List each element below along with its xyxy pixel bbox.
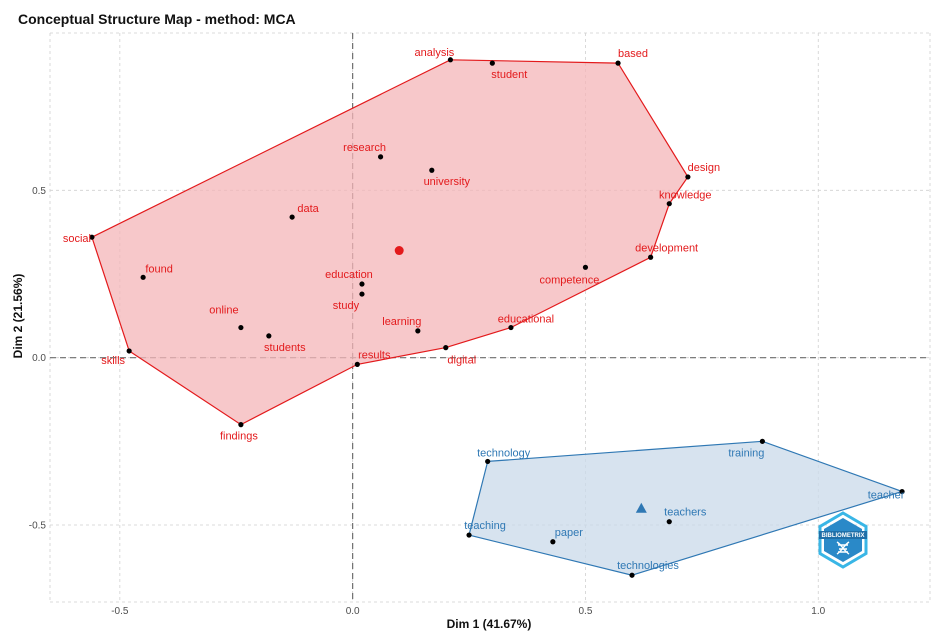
point-study (359, 291, 365, 297)
x-tick-label: -0.5 (111, 606, 129, 617)
point-paper (550, 539, 556, 545)
label-educational: educational (498, 314, 554, 326)
point-development (648, 254, 654, 260)
y-tick-label: 0.5 (32, 186, 46, 197)
label-education: education (325, 269, 373, 281)
label-technology: technology (477, 447, 531, 459)
x-tick-label: 0.0 (346, 606, 360, 617)
label-results: results (358, 349, 391, 361)
point-education (359, 281, 365, 287)
label-competence: competence (539, 274, 599, 286)
point-data (289, 214, 295, 220)
point-analysis (447, 57, 454, 63)
point-teacher (899, 488, 905, 495)
label-teacher: teacher (868, 490, 905, 502)
point-results (354, 361, 360, 367)
label-based: based (618, 48, 648, 60)
logo-hexagon-inner (824, 518, 862, 562)
x-axis-title: Dim 1 (41.67%) (447, 617, 532, 631)
label-technologies: technologies (617, 560, 679, 572)
point-social (89, 234, 95, 240)
data-points (89, 57, 905, 578)
label-study: study (333, 300, 360, 312)
point-labels: analysis student based research university de… (63, 47, 905, 572)
x-tick-label: 0.5 (578, 606, 592, 617)
y-tick-label: -0.5 (29, 521, 47, 532)
point-based (615, 60, 621, 66)
label-design: design (688, 162, 720, 174)
point-findings (238, 422, 244, 428)
point-training (759, 438, 765, 444)
logo-banner (819, 531, 867, 539)
label-students: students (264, 342, 306, 354)
cluster-1-centroid (394, 246, 404, 256)
logo-text: BIBLIOMETRIX (822, 533, 865, 539)
bibliometrix-logo: BIBLIOMETRIX (818, 511, 868, 569)
point-found (140, 274, 146, 280)
label-found: found (145, 263, 173, 275)
label-digital: digital (447, 355, 476, 367)
label-teachers: teachers (664, 507, 707, 519)
point-teaching (466, 532, 472, 538)
x-tick-label: 1.0 (811, 606, 825, 617)
label-online: online (209, 305, 238, 317)
point-educational (508, 324, 514, 331)
y-tick-label: 0.0 (32, 353, 46, 364)
point-teachers (666, 519, 672, 525)
label-research: research (343, 142, 386, 154)
cluster-2-centroid (635, 502, 647, 513)
point-student (489, 60, 495, 66)
point-research (377, 154, 384, 160)
cluster-centroids (394, 246, 647, 513)
chart-title: Conceptual Structure Map - method: MCA (18, 11, 296, 27)
label-data: data (297, 203, 319, 215)
label-knowledge: knowledge (659, 190, 712, 202)
point-competence (582, 264, 589, 270)
label-teaching: teaching (464, 520, 506, 532)
cluster-1-hull (91, 59, 689, 426)
label-training: training (728, 447, 764, 459)
point-design (685, 174, 691, 180)
axis-ticks: -0.5 0.0 0.5 1.0 -0.5 0.0 0.5 (29, 186, 826, 617)
logo-helix-icon (836, 541, 850, 555)
point-knowledge (666, 201, 672, 207)
cluster-2-hull (468, 440, 904, 576)
point-learning (415, 328, 421, 334)
point-technology (485, 458, 491, 465)
cluster-hulls (91, 59, 904, 576)
point-online (238, 324, 244, 331)
label-social: social (63, 233, 91, 245)
label-analysis: analysis (415, 47, 455, 59)
point-digital (443, 345, 449, 351)
label-university: university (424, 176, 471, 188)
point-technologies (629, 572, 635, 578)
label-skills: skills (101, 355, 125, 367)
label-paper: paper (555, 527, 583, 539)
label-learning: learning (382, 316, 421, 328)
point-skills (126, 348, 132, 354)
point-university (429, 167, 435, 173)
point-students (266, 333, 272, 339)
logo-hexagon-outer (818, 511, 868, 569)
label-findings: findings (220, 431, 258, 443)
label-development: development (635, 242, 698, 254)
y-axis-title: Dim 2 (21.56%) (11, 274, 25, 359)
label-student: student (491, 69, 527, 81)
